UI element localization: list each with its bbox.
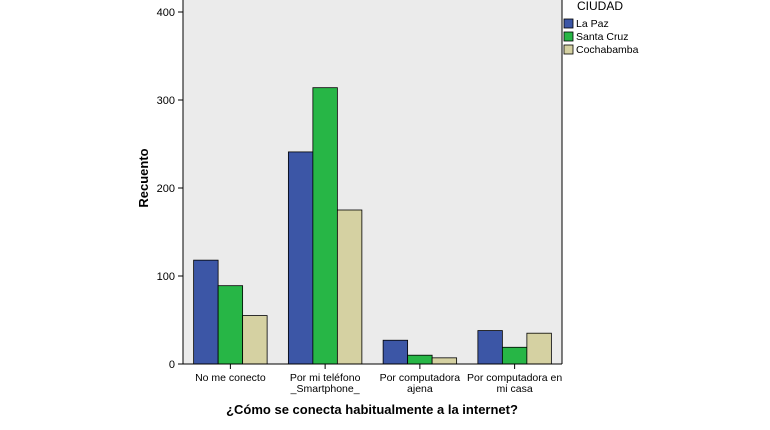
bar-la-paz bbox=[193, 259, 219, 365]
plot-area bbox=[183, 0, 562, 364]
legend-swatch bbox=[563, 18, 574, 29]
bar-cochabamba bbox=[336, 209, 363, 365]
bars-group bbox=[193, 87, 552, 365]
bar-cochabamba bbox=[526, 332, 552, 365]
y-tick-label: 300 bbox=[157, 95, 175, 107]
y-ticks-group: 0 100 200 300 400 bbox=[157, 7, 183, 371]
bar-la-paz bbox=[287, 151, 314, 365]
x-category-label: Por computadora en mi casa bbox=[467, 372, 562, 395]
bar-santa-cruz bbox=[217, 285, 244, 365]
bar-santa-cruz bbox=[312, 87, 338, 365]
bar-la-paz bbox=[382, 339, 409, 365]
y-tick-label: 200 bbox=[157, 183, 175, 195]
y-axis-title: Recuento bbox=[136, 148, 151, 207]
bar-cochabamba bbox=[431, 357, 458, 365]
bar-la-paz bbox=[477, 330, 503, 365]
x-axis-title: ¿Cómo se conecta habitualmente a la inte… bbox=[226, 402, 518, 417]
y-tick-label: 0 bbox=[169, 359, 175, 371]
legend-label: La Paz bbox=[576, 18, 609, 30]
x-category-label: No me conecto bbox=[195, 372, 266, 384]
bar-cochabamba bbox=[242, 315, 268, 365]
y-tick-label: 400 bbox=[157, 7, 175, 19]
x-category-label: Por mi teléfono _Smartphone_ bbox=[290, 372, 361, 395]
legend-label: Cochabamba bbox=[576, 44, 639, 56]
legend-label: Santa Cruz bbox=[576, 31, 629, 43]
x-categories-group: No me conecto Por mi teléfono _Smartphone_… bbox=[195, 364, 562, 395]
x-category-label: Por computadora ajena bbox=[380, 372, 461, 395]
bar-santa-cruz bbox=[501, 346, 528, 365]
bar-santa-cruz bbox=[407, 354, 433, 365]
legend-title: CIUDAD bbox=[577, 0, 623, 13]
legend-swatch bbox=[563, 31, 574, 42]
y-tick-label: 100 bbox=[157, 271, 175, 283]
legend-swatch bbox=[563, 44, 574, 55]
